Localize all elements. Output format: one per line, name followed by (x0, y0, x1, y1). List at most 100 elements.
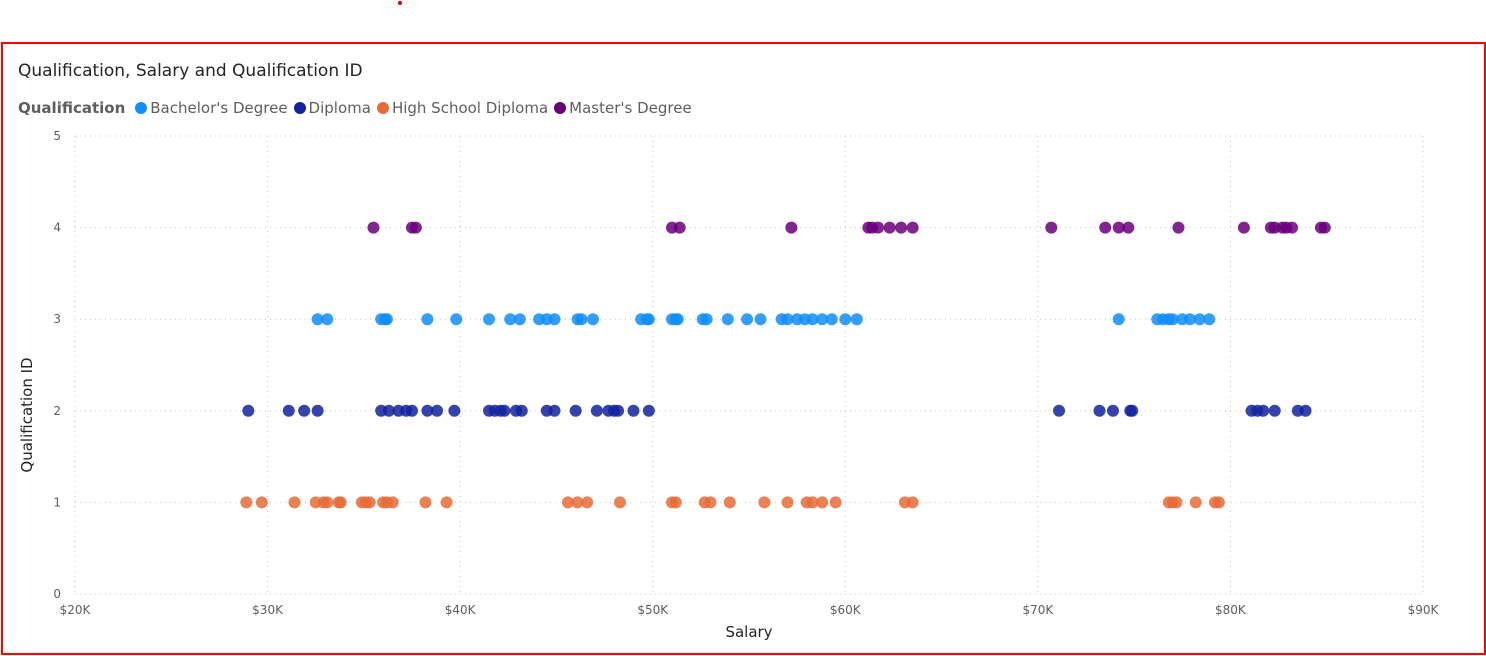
data-point-bachelor-s-degree (548, 313, 561, 326)
data-point-high-school-diploma (440, 496, 453, 509)
legend-item-bachelors[interactable]: Bachelor's Degree (135, 99, 288, 117)
x-tick-label: $40K (445, 603, 477, 617)
data-point-high-school-diploma (288, 496, 301, 509)
data-point-bachelor-s-degree (513, 313, 526, 326)
data-point-diploma (590, 404, 603, 417)
data-point-diploma (569, 404, 582, 417)
data-point-high-school-diploma (581, 496, 594, 509)
data-point-diploma (1299, 404, 1312, 417)
x-tick-label: $70K (1022, 603, 1054, 617)
data-point-high-school-diploma (1170, 496, 1183, 509)
data-point-diploma (642, 404, 655, 417)
data-point-high-school-diploma (1189, 496, 1202, 509)
data-point-high-school-diploma (363, 496, 376, 509)
data-point-high-school-diploma (240, 496, 253, 509)
data-point-master-s-degree (785, 221, 798, 234)
data-point-bachelor-s-degree (311, 313, 324, 326)
legend-swatch-bachelors (135, 102, 148, 114)
data-point-high-school-diploma (806, 496, 819, 509)
x-tick-label: $30K (252, 603, 284, 617)
data-point-master-s-degree (1122, 221, 1135, 234)
x-tick-label: $80K (1215, 603, 1247, 617)
legend-label-masters: Master's Degree (569, 99, 692, 117)
data-point-diploma (382, 404, 395, 417)
data-point-master-s-degree (1318, 221, 1331, 234)
data-point-diploma (515, 404, 528, 417)
data-point-master-s-degree (872, 221, 885, 234)
data-point-high-school-diploma (906, 496, 919, 509)
data-point-high-school-diploma (419, 496, 432, 509)
data-point-bachelor-s-degree (1203, 313, 1216, 326)
data-point-bachelor-s-degree (781, 313, 794, 326)
data-point-bachelor-s-degree (450, 313, 463, 326)
data-point-high-school-diploma (561, 496, 574, 509)
data-point-high-school-diploma (669, 496, 682, 509)
legend-item-high-school[interactable]: High School Diploma (376, 99, 548, 117)
data-point-bachelor-s-degree (754, 313, 767, 326)
data-point-master-s-degree (1286, 221, 1299, 234)
data-point-bachelor-s-degree (642, 313, 655, 326)
data-point-master-s-degree (1099, 221, 1112, 234)
x-tick-label: $60K (830, 603, 862, 617)
data-point-master-s-degree (409, 221, 422, 234)
data-point-bachelor-s-degree (806, 313, 819, 326)
data-point-diploma (448, 404, 461, 417)
legend-swatch-masters (554, 102, 567, 114)
y-tick-label: 3 (53, 312, 61, 326)
y-axis-title: Qualification ID (18, 357, 36, 472)
red-dot-marker (398, 1, 402, 5)
data-point-diploma (1093, 404, 1106, 417)
data-point-high-school-diploma (781, 496, 794, 509)
data-point-diploma (242, 404, 255, 417)
data-point-bachelor-s-degree (825, 313, 838, 326)
data-point-bachelor-s-degree (1112, 313, 1125, 326)
legend: Qualification Bachelor's Degree Diploma … (18, 99, 698, 117)
data-point-bachelor-s-degree (483, 313, 496, 326)
y-tick-label: 1 (53, 495, 61, 509)
data-point-diploma (1106, 404, 1119, 417)
data-point-bachelor-s-degree (575, 313, 588, 326)
data-point-diploma (1053, 404, 1066, 417)
data-point-master-s-degree (673, 221, 686, 234)
data-point-diploma (1268, 404, 1281, 417)
data-point-diploma (282, 404, 295, 417)
x-tick-label: $20K (60, 603, 92, 617)
data-point-diploma (298, 404, 311, 417)
chart-visual[interactable]: Qualification, Salary and Qualification … (1, 42, 1486, 655)
data-point-high-school-diploma (334, 496, 347, 509)
legend-swatch-diploma (293, 102, 306, 114)
data-point-diploma (548, 404, 561, 417)
data-point-bachelor-s-degree (1193, 313, 1206, 326)
data-point-bachelor-s-degree (321, 313, 334, 326)
data-point-diploma (311, 404, 324, 417)
data-point-high-school-diploma (758, 496, 771, 509)
data-point-high-school-diploma (255, 496, 268, 509)
data-point-high-school-diploma (704, 496, 717, 509)
data-point-high-school-diploma (613, 496, 626, 509)
y-tick-label: 5 (53, 129, 61, 143)
data-point-high-school-diploma (829, 496, 842, 509)
data-point-high-school-diploma (321, 496, 334, 509)
data-point-diploma (498, 404, 511, 417)
data-point-bachelor-s-degree (850, 313, 863, 326)
data-point-master-s-degree (1172, 221, 1185, 234)
data-point-diploma (421, 404, 434, 417)
y-tick-label: 2 (53, 404, 61, 418)
data-point-bachelor-s-degree (671, 313, 684, 326)
data-point-bachelor-s-degree (380, 313, 393, 326)
data-point-diploma (1257, 404, 1270, 417)
legend-item-masters[interactable]: Master's Degree (554, 99, 692, 117)
legend-item-diploma[interactable]: Diploma (293, 99, 371, 117)
legend-label-diploma: Diploma (308, 99, 371, 117)
data-point-bachelor-s-degree (741, 313, 754, 326)
data-point-diploma (431, 404, 444, 417)
data-point-master-s-degree (367, 221, 380, 234)
data-point-bachelor-s-degree (504, 313, 517, 326)
data-point-bachelor-s-degree (839, 313, 852, 326)
chart-title: Qualification, Salary and Qualification … (18, 61, 363, 81)
data-point-high-school-diploma (816, 496, 829, 509)
data-point-bachelor-s-degree (816, 313, 829, 326)
data-point-diploma (612, 404, 625, 417)
data-point-master-s-degree (1045, 221, 1058, 234)
